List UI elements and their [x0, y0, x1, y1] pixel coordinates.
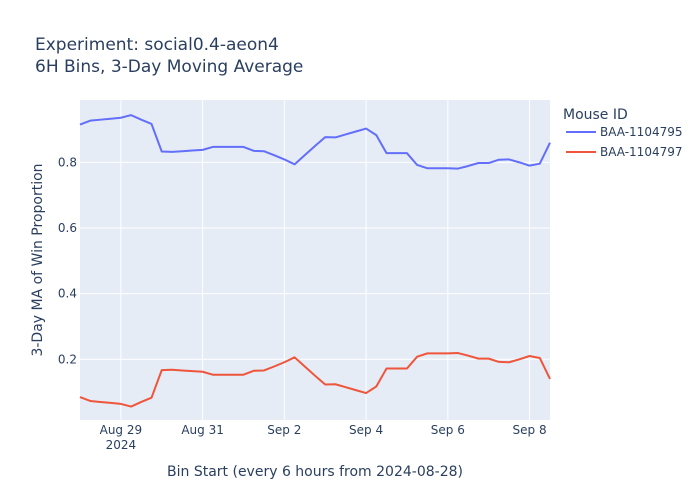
series-lines [79, 114, 551, 408]
legend: Mouse ID BAA-1104795 BAA-1104797 [563, 107, 683, 159]
y-tick-label: 0.6 [58, 221, 77, 235]
x-tick-label: Sep 6 [431, 423, 465, 437]
y-tick-label: 0.8 [58, 155, 77, 169]
chart-title-line1: Experiment: social0.4-aeon4 [35, 35, 279, 55]
x-tick-sublabel: 2024 [106, 438, 137, 452]
plot-area [80, 100, 550, 420]
legend-title: Mouse ID [563, 107, 628, 123]
chart-title-line2: 6H Bins, 3-Day Moving Average [35, 57, 303, 77]
grid-lines [80, 100, 550, 420]
x-tick-label: Sep 8 [513, 423, 547, 437]
series-line-BAA-1104797 [79, 352, 551, 408]
x-tick-label: Sep 2 [267, 423, 301, 437]
x-tick-label: Aug 31 [181, 423, 224, 437]
y-tick-label: 0.4 [58, 287, 77, 301]
legend-label-BAA-1104795: BAA-1104795 [600, 125, 683, 139]
x-tick-label: Aug 29 [100, 423, 143, 437]
y-axis-label: 3-Day MA of Win Proportion [30, 163, 46, 356]
x-tick-label: Sep 4 [349, 423, 383, 437]
series-line-BAA-1104795 [79, 114, 551, 170]
y-tick-label: 0.2 [58, 352, 77, 366]
legend-label-BAA-1104797: BAA-1104797 [600, 145, 683, 159]
y-tick-labels: 0.2 0.4 0.6 0.8 [58, 155, 77, 366]
x-axis-label: Bin Start (every 6 hours from 2024-08-28… [167, 464, 463, 480]
